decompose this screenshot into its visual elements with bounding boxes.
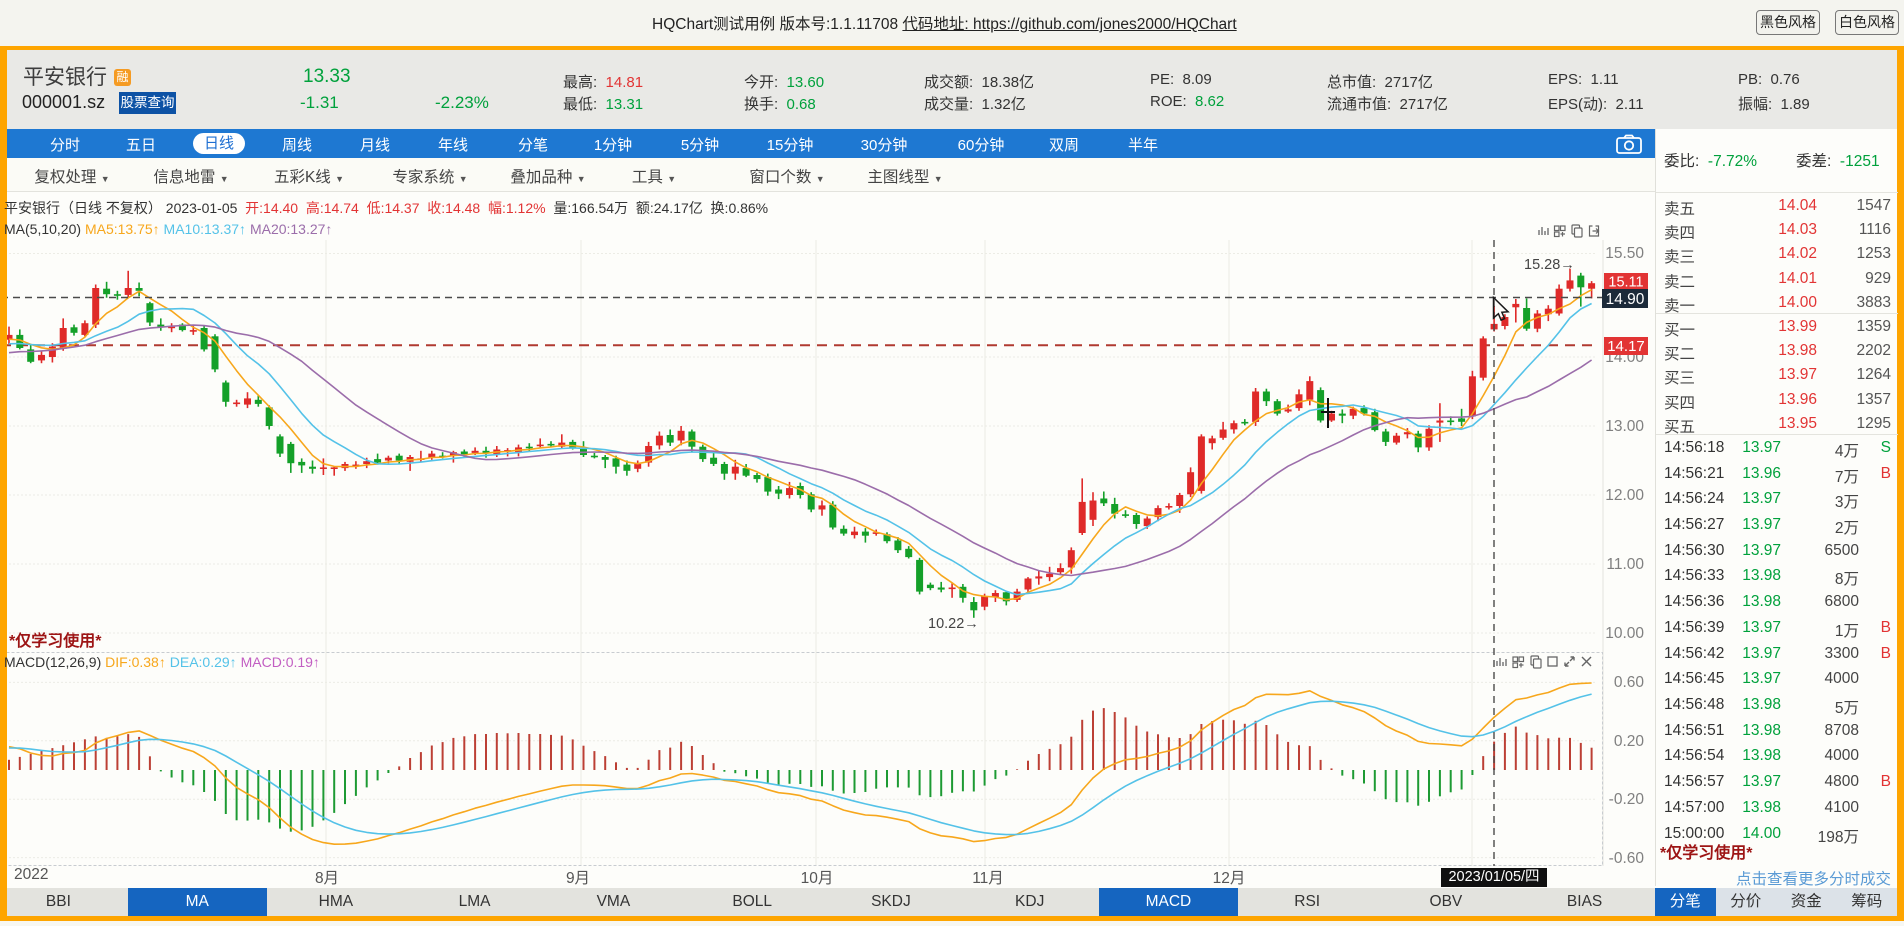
- svg-text:15.11: 15.11: [1608, 275, 1643, 291]
- svg-text:14.90: 14.90: [1606, 291, 1645, 308]
- svg-text:12.00: 12.00: [1605, 487, 1644, 504]
- svg-text:13.00: 13.00: [1605, 418, 1644, 435]
- svg-text:15.28→: 15.28→: [1524, 257, 1575, 273]
- svg-text:-0.20: -0.20: [1609, 791, 1645, 808]
- svg-text:-0.60: -0.60: [1609, 850, 1645, 867]
- svg-text:14.17: 14.17: [1607, 338, 1645, 355]
- svg-text:10.22→: 10.22→: [928, 616, 979, 632]
- svg-text:15.50: 15.50: [1605, 245, 1644, 262]
- svg-text:10.00: 10.00: [1605, 625, 1644, 642]
- svg-text:0.20: 0.20: [1614, 733, 1645, 750]
- svg-text:0.60: 0.60: [1614, 674, 1645, 691]
- svg-text:11.00: 11.00: [1606, 556, 1644, 573]
